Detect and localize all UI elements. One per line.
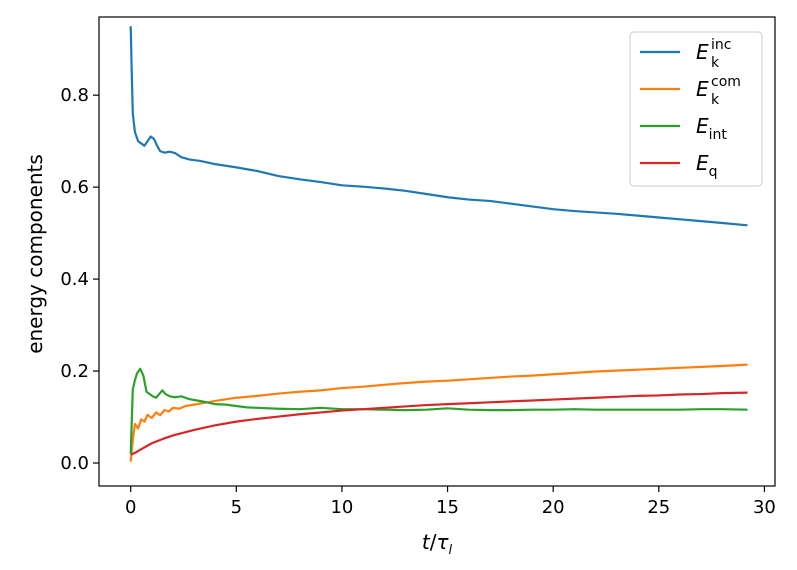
y-tick-label: 0.6 [60, 177, 89, 198]
plot-area [98, 16, 776, 487]
x-tick-label: 10 [330, 497, 353, 518]
series-layer [129, 26, 748, 462]
legend-label-q: Eq [696, 151, 718, 180]
series-line-q [130, 391, 748, 456]
y-tick-label: 0.4 [60, 269, 89, 290]
series-line-com [129, 363, 748, 462]
x-tick-label: 25 [647, 497, 670, 518]
x-axis-ticks: 0 5 10 15 20 25 30 [125, 486, 776, 518]
series-line-inc [129, 26, 748, 227]
x-tick-label: 15 [436, 497, 459, 518]
y-tick-label: 0.8 [60, 85, 89, 106]
x-axis-label: t/τl [422, 530, 453, 558]
y-axis-ticks: 0.0 0.2 0.4 0.6 0.8 [60, 85, 99, 474]
y-tick-label: 0.0 [60, 453, 89, 474]
plot-frame [98, 16, 776, 487]
legend-label-int: Eint [696, 114, 727, 143]
x-tick-label: 30 [753, 497, 776, 518]
y-axis-label: energy components [23, 154, 47, 354]
x-tick-label: 5 [231, 497, 242, 518]
y-tick-label: 0.2 [60, 361, 89, 382]
series-line-int [129, 367, 748, 454]
x-tick-label: 0 [125, 497, 136, 518]
x-tick-label: 20 [542, 497, 565, 518]
legend-box [629, 31, 763, 187]
